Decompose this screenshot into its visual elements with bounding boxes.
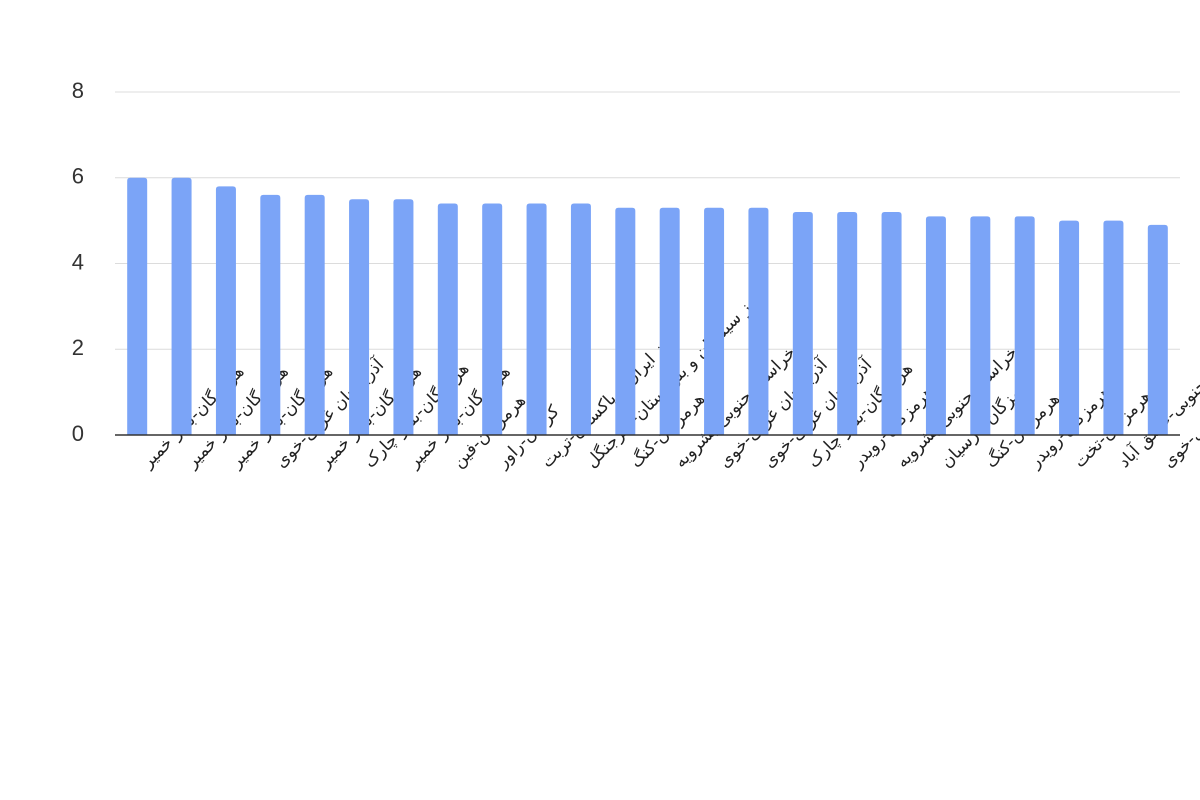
- bar: [171, 177, 192, 435]
- bar: [659, 207, 680, 435]
- y-tick-label: 0: [72, 421, 84, 446]
- y-tick-label: 8: [72, 78, 84, 103]
- bar: [837, 212, 858, 435]
- bar: [482, 203, 503, 435]
- bar: [349, 199, 370, 435]
- bar: [127, 177, 148, 435]
- bar: [1147, 224, 1168, 435]
- bar: [881, 212, 902, 435]
- bar: [526, 203, 547, 435]
- bar: [615, 207, 636, 435]
- bar: [393, 199, 414, 435]
- bar: [437, 203, 458, 435]
- bar: [304, 194, 325, 435]
- bar: [1059, 220, 1080, 435]
- bar: [570, 203, 591, 435]
- bar: [704, 207, 725, 435]
- bar: [260, 194, 281, 435]
- bar: [1103, 220, 1124, 435]
- bar: [215, 186, 236, 435]
- bar: [925, 216, 946, 435]
- y-tick-label: 6: [72, 164, 84, 189]
- y-tick-label: 2: [72, 335, 84, 360]
- y-tick-label: 4: [72, 249, 84, 274]
- bar: [748, 207, 769, 435]
- bar: [792, 212, 813, 435]
- bar: [1014, 216, 1035, 435]
- bar: [970, 216, 991, 435]
